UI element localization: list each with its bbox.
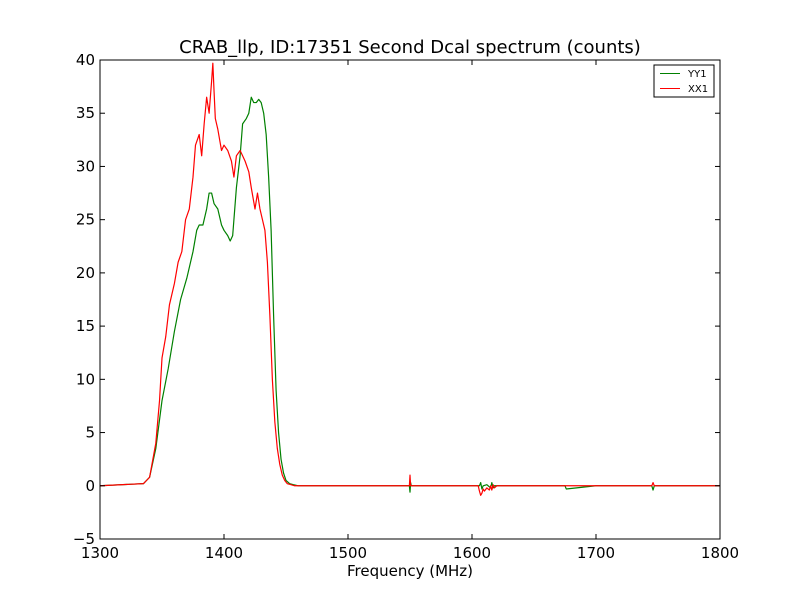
y-tick-label: 25 <box>76 211 95 229</box>
y-tick-label: 40 <box>76 51 95 69</box>
ticks-layer <box>99 59 721 540</box>
legend-box <box>653 64 715 98</box>
x-tick-label: 1800 <box>701 544 739 562</box>
x-tick-label: 1500 <box>329 544 367 562</box>
series-layer <box>99 62 720 496</box>
x-tick-label: 1400 <box>205 544 243 562</box>
legend-label-xx1: XX1 <box>688 84 708 95</box>
series-line-xx1 <box>99 62 720 496</box>
y-tick-label: 0 <box>85 477 95 495</box>
x-axis-label: Frequency (MHz) <box>347 562 473 580</box>
y-tick-label: 20 <box>76 264 95 282</box>
plot-frame <box>99 59 721 540</box>
x-tick-labels: 1300 1400 1500 1600 1700 1800 <box>81 544 739 562</box>
x-tick-label: 1300 <box>81 544 119 562</box>
x-tick-label: 1700 <box>577 544 615 562</box>
y-tick-label: 15 <box>76 317 95 335</box>
x-tick-label: 1600 <box>453 544 491 562</box>
legend: YY1 XX1 <box>653 64 715 98</box>
series-line-yy1 <box>99 96 720 493</box>
y-tick-label: 35 <box>76 104 95 122</box>
legend-label-yy1: YY1 <box>687 69 707 80</box>
y-tick-label: 30 <box>76 157 95 175</box>
y-tick-labels: −5 0 5 10 15 20 25 30 35 40 <box>73 51 95 548</box>
y-tick-label: 10 <box>76 370 95 388</box>
chart-title: CRAB_llp, ID:17351 Second Dcal spectrum … <box>179 37 641 58</box>
y-tick-label: −5 <box>73 530 95 548</box>
y-tick-label: 5 <box>85 424 95 442</box>
